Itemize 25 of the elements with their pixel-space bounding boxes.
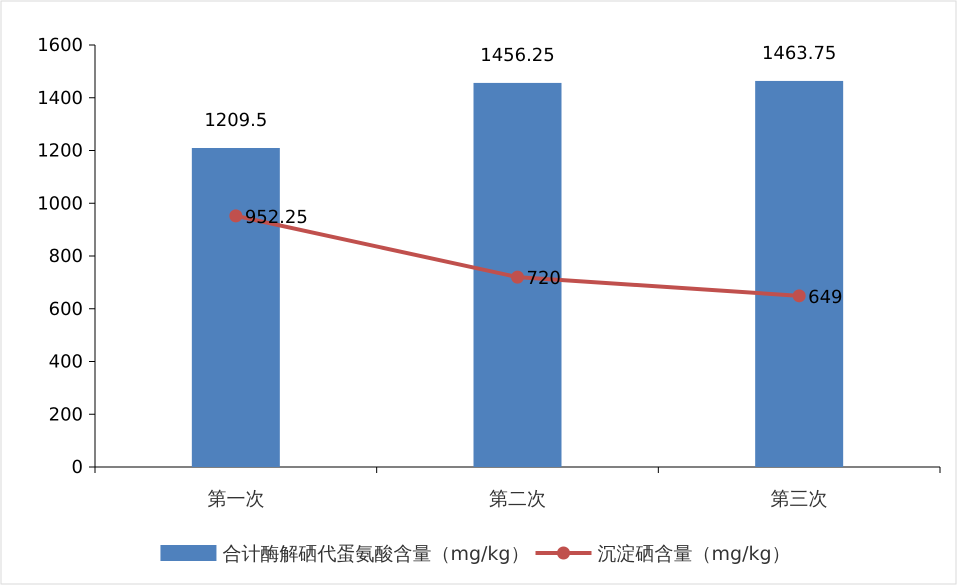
data-label: 1456.25 bbox=[480, 44, 555, 66]
data-label: 649 bbox=[808, 286, 843, 308]
data-label: 720 bbox=[526, 268, 561, 290]
data-label: 1209.5 bbox=[204, 110, 268, 131]
y-tick-label: 400 bbox=[48, 352, 83, 372]
point bbox=[511, 270, 524, 284]
legend-label: 合计酶解硒代蛋氨酸含量（mg/kg） bbox=[222, 543, 530, 565]
y-tick-label: 800 bbox=[48, 246, 83, 267]
legend-label: 沉淀硒含量（mg/kg） bbox=[598, 543, 791, 565]
x-tick-label: 第三次 bbox=[770, 488, 828, 510]
y-tick-label: 600 bbox=[48, 298, 83, 320]
y-tick-label: 1600 bbox=[37, 35, 83, 56]
bar bbox=[474, 82, 562, 467]
point bbox=[792, 289, 806, 302]
x-tick-label: 第一次 bbox=[207, 488, 264, 510]
y-tick-label: 1200 bbox=[37, 140, 83, 162]
x-tick-label: 第二次 bbox=[489, 488, 546, 510]
y-tick-label: 0 bbox=[72, 457, 83, 478]
point bbox=[229, 209, 242, 222]
y-tick-label: 1000 bbox=[37, 193, 83, 214]
y-tick-label: 200 bbox=[48, 404, 83, 426]
bar bbox=[755, 80, 844, 467]
data-label: 1463.75 bbox=[762, 42, 836, 64]
data-label: 952.25 bbox=[244, 206, 308, 228]
y-tick-label: 1400 bbox=[37, 88, 83, 109]
